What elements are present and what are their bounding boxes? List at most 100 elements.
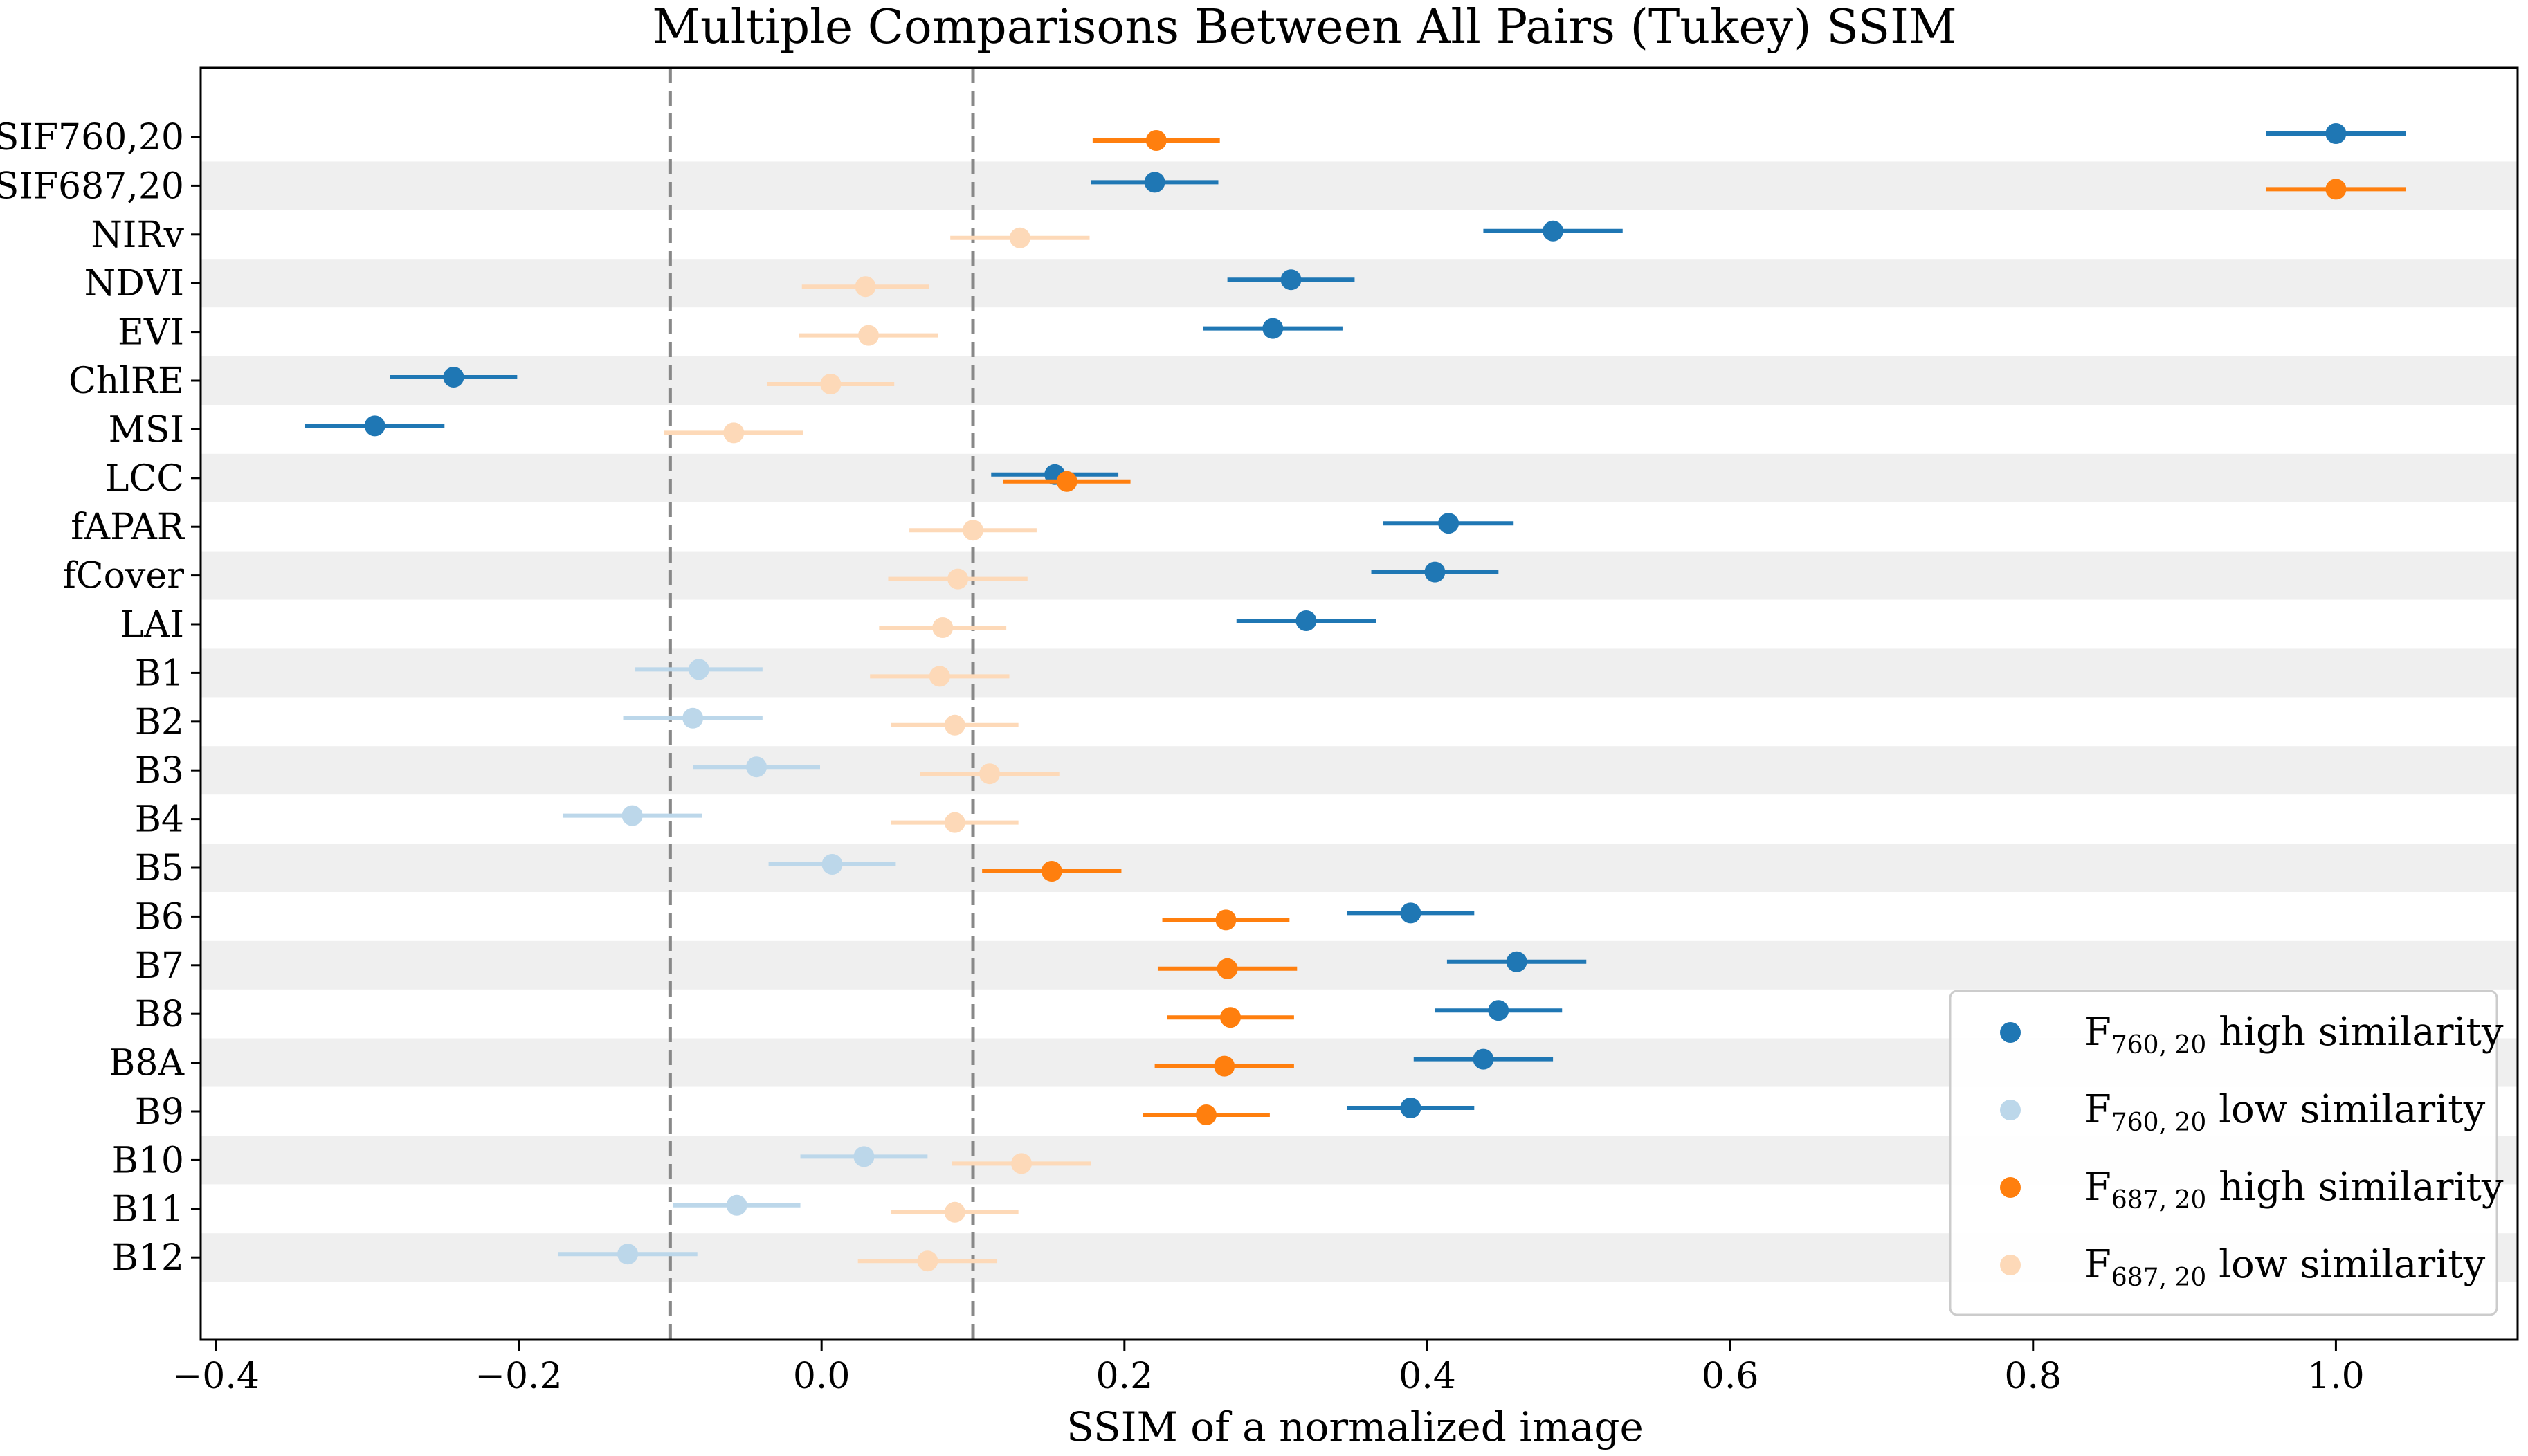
- y-tick-label: B8: [135, 994, 184, 1035]
- mean-marker: [621, 805, 643, 826]
- mean-marker: [1011, 1153, 1033, 1174]
- row-band: [201, 356, 2518, 405]
- x-tick-label: −0.2: [475, 1356, 562, 1397]
- row-band: [201, 746, 2518, 795]
- mean-marker: [1214, 1055, 1235, 1077]
- mean-marker: [1262, 318, 1284, 339]
- y-tick-label: B8A: [109, 1043, 185, 1084]
- mean-marker: [947, 568, 969, 590]
- y-tick-label: B9: [135, 1091, 184, 1133]
- x-tick-label: 0.6: [1702, 1356, 1759, 1397]
- y-tick-label: B1: [135, 653, 184, 694]
- mean-marker: [944, 812, 965, 833]
- y-axis: SIF760,20 SIF687,20 NIRv NDVI EVI ChlRE MSI LCC…: [0, 117, 201, 1279]
- mean-marker: [820, 374, 842, 394]
- y-tick-label: B3: [135, 750, 184, 792]
- mean-marker: [855, 276, 876, 298]
- y-tick-label: ChlRE: [69, 361, 184, 402]
- mean-marker: [853, 1146, 875, 1167]
- x-tick-label: 0.2: [1095, 1356, 1153, 1397]
- y-tick-label: NIRv: [91, 215, 184, 256]
- mean-marker: [688, 659, 709, 680]
- mean-marker: [932, 617, 954, 638]
- y-tick-label: B6: [135, 896, 184, 938]
- mean-marker: [617, 1244, 639, 1265]
- legend-label: F760, 20 low similarity: [2084, 1087, 2486, 1137]
- reference-lines: [668, 68, 975, 1340]
- mean-marker: [1543, 220, 1564, 242]
- x-tick-label: 1.0: [2307, 1356, 2365, 1397]
- x-tick-label: 0.8: [2004, 1356, 2062, 1397]
- mean-marker: [1438, 513, 1459, 534]
- mean-marker: [858, 325, 880, 346]
- mean-marker: [1195, 1104, 1217, 1125]
- legend-marker: [2000, 1022, 2021, 1043]
- row-band: [201, 844, 2518, 892]
- x-tick-label: 0.0: [793, 1356, 851, 1397]
- mean-marker: [929, 666, 950, 687]
- legend-frame: [1949, 990, 2498, 1316]
- y-tick-label: LAI: [120, 604, 184, 646]
- legend-label: F687, 20 high similarity: [2084, 1165, 2504, 1214]
- x-tick-label: −0.4: [172, 1356, 260, 1397]
- y-tick-label: B5: [135, 848, 184, 889]
- mean-marker: [682, 707, 704, 729]
- y-tick-label: B2: [135, 702, 184, 743]
- y-tick-label: B12: [112, 1237, 184, 1279]
- y-tick-label: EVI: [118, 312, 184, 354]
- mean-marker: [1145, 130, 1167, 151]
- mean-marker: [1220, 1007, 1241, 1028]
- mean-marker: [1400, 1098, 1421, 1118]
- row-band: [201, 259, 2518, 308]
- y-tick-label: LCC: [105, 458, 184, 500]
- y-tick-label: SIF760,20: [0, 117, 184, 158]
- mean-marker: [364, 415, 385, 437]
- row-band: [201, 161, 2518, 210]
- row-band: [201, 453, 2518, 502]
- row-bands: [201, 161, 2518, 1282]
- mean-marker: [944, 1201, 965, 1223]
- mean-marker: [1056, 471, 1077, 492]
- y-tick-label: B7: [135, 945, 184, 987]
- y-tick-label: B11: [112, 1189, 184, 1230]
- plot-frame: [199, 66, 2519, 1341]
- mean-marker: [944, 714, 965, 736]
- y-tick-label: NDVI: [84, 263, 184, 304]
- y-tick-label: SIF687,20: [0, 165, 184, 207]
- mean-marker: [1144, 172, 1165, 193]
- legend-label: F687, 20 low similarity: [2084, 1242, 2486, 1292]
- mean-marker: [963, 520, 983, 541]
- mean-marker: [746, 756, 767, 778]
- x-tick-label: 0.4: [1399, 1356, 1456, 1397]
- row-band: [201, 551, 2518, 600]
- mean-marker: [1280, 269, 1302, 291]
- mean-marker: [1473, 1048, 1494, 1070]
- legend: F760, 20 high similarity F760, 20 low sim…: [1949, 990, 2504, 1316]
- legend-marker: [2000, 1177, 2021, 1198]
- y-tick-label: B10: [112, 1140, 184, 1181]
- mean-marker: [726, 1194, 747, 1216]
- mean-marker: [979, 763, 1001, 785]
- mean-marker: [1217, 958, 1238, 979]
- x-axis-label: SSIM of a normalized image: [1066, 1403, 1644, 1450]
- mean-marker: [2325, 123, 2347, 144]
- mean-marker: [723, 422, 745, 444]
- data-marks: [304, 123, 2406, 1272]
- legend-label: F760, 20 high similarity: [2084, 1010, 2504, 1059]
- mean-marker: [1009, 227, 1030, 248]
- mean-marker: [821, 854, 843, 875]
- mean-marker: [2325, 179, 2347, 200]
- mean-marker: [443, 367, 464, 388]
- mean-marker: [1506, 951, 1527, 972]
- mean-marker: [917, 1250, 938, 1272]
- x-axis: −0.4 −0.2 0.0 0.2 0.4 0.6 0.8 1.0: [172, 1340, 2365, 1397]
- legend-marker: [2000, 1255, 2021, 1275]
- y-tick-label: B4: [135, 799, 184, 841]
- row-band: [201, 648, 2518, 698]
- y-tick-label: MSI: [109, 409, 184, 451]
- legend-marker: [2000, 1100, 2021, 1120]
- chart-title: Multiple Comparisons Between All Pairs (…: [652, 0, 1956, 55]
- y-tick-label: fAPAR: [71, 507, 185, 548]
- mean-marker: [1400, 902, 1421, 924]
- row-band: [201, 940, 2518, 990]
